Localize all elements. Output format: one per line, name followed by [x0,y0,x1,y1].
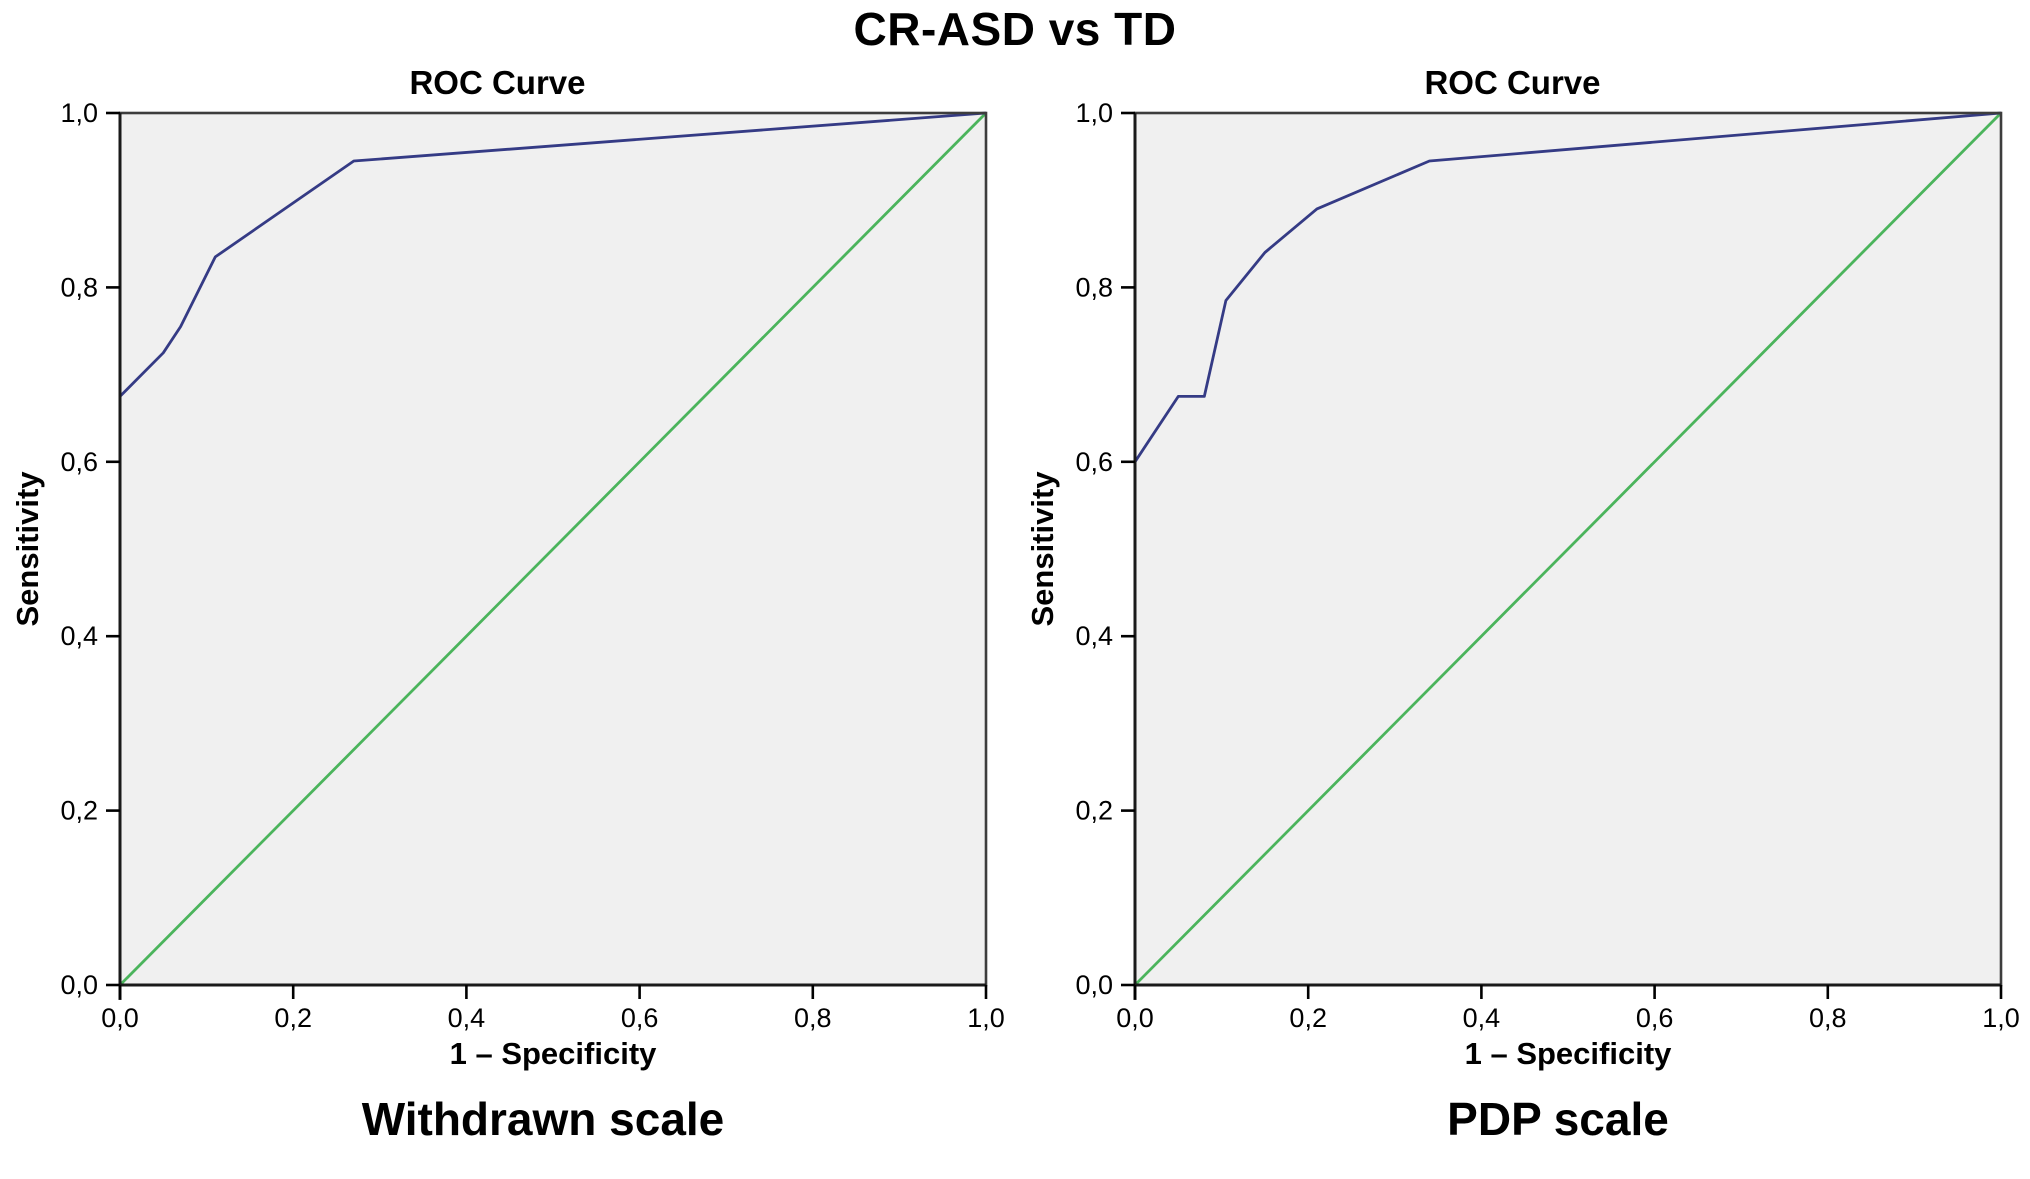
y-tick-label: 0,0 [1075,970,1113,1000]
x-tick-label: 0,6 [1636,1003,1674,1033]
figure-caption: Withdrawn scale [361,1093,725,1145]
chart-title: ROC Curve [409,64,586,101]
x-tick-label: 1,0 [967,1003,1005,1033]
y-tick-label: 0,2 [60,796,98,826]
x-tick-label: 1,0 [1982,1003,2020,1033]
x-tick-label: 0,0 [101,1003,139,1033]
figure-caption: PDP scale [1447,1093,1669,1145]
x-tick-label: 0,2 [1289,1003,1327,1033]
x-tick-label: 0,8 [794,1003,832,1033]
main-title: CR-ASD vs TD [853,3,1177,55]
y-tick-label: 0,6 [60,447,98,477]
x-tick-label: 0,4 [1463,1003,1501,1033]
roc-curve-line [1133,111,2002,463]
x-tick-label: 0,0 [1116,1003,1154,1033]
x-tick-label: 0,6 [621,1003,659,1033]
y-tick-label: 1,0 [60,98,98,128]
y-tick-label: 0,2 [1075,796,1113,826]
y-tick-label: 0,6 [1075,447,1113,477]
x-axis-label: 1 – Specificity [449,1036,657,1071]
y-tick-label: 0,8 [60,272,98,302]
roc-figure-pdp: ROC Curve Sensitivity 0,0 0,2 0,4 0,6 0,8 1,0… [1015,0,2030,1179]
y-tick-label: 1,0 [1075,98,1113,128]
roc-chart-pdp: 0,0 0,2 0,4 0,6 0,8 1,0 0,0 0,2 0,4 0,6 0,8 1,0 [1075,98,2020,1033]
x-tick-label: 0,2 [274,1003,312,1033]
roc-chart-withdrawn: 0,0 0,2 0,4 0,6 0,8 1,0 0,0 0,2 0,4 0,6 0,8 1,0 [60,98,1005,1033]
reference-diagonal-line [1134,112,2002,986]
x-tick-label: 0,4 [448,1003,486,1033]
reference-diagonal-line [119,112,987,986]
roc-figure-withdrawn: ROC Curve Sensitivity 0,0 0,2 0,4 0,6 0,8 1,0… [10,64,1005,1145]
x-tick-label: 0,8 [1809,1003,1847,1033]
x-axis-label: 1 – Specificity [1464,1036,1672,1071]
roc-curve-line [119,111,987,398]
y-tick-label: 0,8 [1075,272,1113,302]
chart-title: ROC Curve [1424,64,1601,101]
y-tick-label: 0,4 [60,621,98,651]
y-tick-label: 0,0 [60,970,98,1000]
y-tick-label: 0,4 [1075,621,1113,651]
